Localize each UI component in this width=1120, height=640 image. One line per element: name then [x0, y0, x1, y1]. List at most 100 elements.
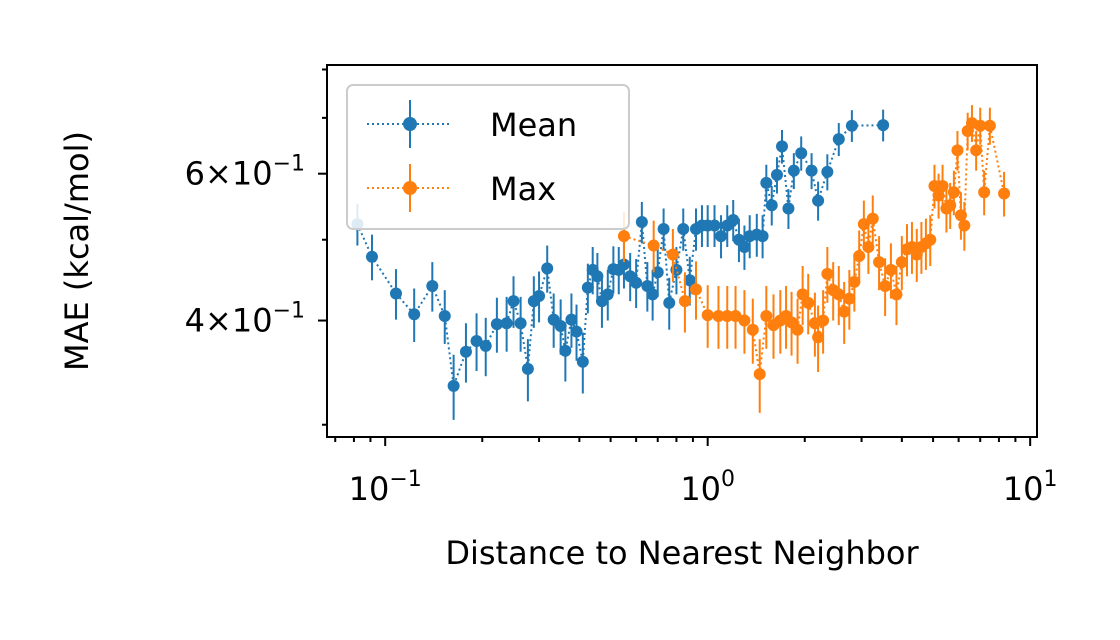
data-point [932, 189, 945, 202]
data-point [630, 276, 643, 289]
data-point [954, 209, 967, 222]
data-point [426, 280, 439, 293]
y-tick-label: 6×10−1 [185, 152, 305, 193]
data-point [459, 345, 472, 358]
data-point [559, 344, 572, 357]
data-point [787, 164, 800, 177]
legend-marker [403, 117, 417, 131]
data-point [760, 176, 773, 189]
y-axis-label: MAE (kcal/mol) [58, 131, 96, 371]
data-point [873, 256, 886, 269]
data-point [795, 147, 808, 160]
legend-box [346, 84, 630, 230]
data-point [895, 256, 908, 269]
data-point [817, 314, 830, 327]
series-mean [351, 109, 890, 420]
data-point [365, 250, 378, 263]
data-point [541, 262, 554, 275]
data-point [944, 199, 957, 212]
data-point [974, 119, 987, 132]
data-point [533, 290, 546, 303]
data-point [701, 309, 714, 322]
series-line [623, 120, 1006, 375]
data-point [663, 296, 676, 309]
data-point [447, 379, 460, 392]
data-point [998, 187, 1011, 200]
data-point [877, 119, 890, 132]
data-point [690, 283, 703, 296]
data-point [601, 288, 614, 301]
data-point [389, 287, 402, 300]
data-point [890, 288, 903, 301]
data-point [647, 239, 660, 252]
data-point [832, 288, 845, 301]
data-point [791, 323, 804, 336]
data-point [678, 295, 691, 308]
data-point [770, 168, 783, 181]
data-point [576, 355, 589, 368]
data-point [924, 233, 937, 246]
data-point [760, 310, 773, 323]
data-point [438, 310, 451, 323]
data-point [812, 194, 825, 207]
data-point [843, 292, 856, 305]
data-point [879, 280, 892, 293]
data-point [753, 368, 766, 381]
data-point [646, 288, 659, 301]
legend-label: Max [490, 170, 556, 208]
data-point [796, 288, 809, 301]
data-point [853, 250, 866, 263]
data-point [490, 318, 503, 331]
data-point [635, 216, 648, 229]
data-point [765, 199, 778, 212]
data-point [565, 313, 578, 326]
data-point [746, 323, 759, 336]
data-point [617, 230, 630, 243]
legend-marker [403, 181, 417, 195]
data-point [479, 339, 492, 352]
data-point [715, 230, 728, 243]
data-point [521, 362, 534, 375]
data-point [947, 186, 960, 199]
data-point [862, 241, 875, 254]
x-tick-label: 101 [1003, 467, 1058, 508]
data-point [408, 308, 421, 321]
data-point [821, 267, 834, 280]
legend: Mean Max [346, 84, 630, 230]
x-axis-label: Distance to Nearest Neighbor [445, 534, 919, 572]
data-point [970, 144, 983, 157]
x-tick-label: 10−1 [349, 467, 422, 508]
data-point [821, 165, 834, 178]
data-point [729, 310, 742, 323]
data-point [570, 325, 583, 338]
data-point [958, 219, 971, 232]
legend-label: Mean [490, 106, 577, 144]
data-point [775, 140, 788, 153]
data-point [738, 314, 751, 327]
x-tick-label: 100 [680, 467, 735, 508]
data-point [838, 305, 851, 318]
data-point [848, 275, 861, 288]
data-point [677, 223, 690, 236]
data-point [802, 296, 815, 309]
series-max [617, 105, 1011, 413]
data-point [657, 223, 670, 236]
data-point [500, 317, 513, 330]
data-point [470, 335, 483, 348]
plot-frame [326, 64, 1038, 438]
data-point [581, 281, 594, 294]
data-point [554, 320, 567, 333]
data-point [712, 310, 725, 323]
data-point [507, 295, 520, 308]
data-point [727, 213, 740, 226]
legend-item-mean: Mean [367, 100, 577, 148]
data-point [651, 266, 664, 279]
data-point [884, 263, 897, 276]
data-point [617, 258, 630, 271]
data-point [951, 144, 964, 157]
data-point [782, 202, 795, 215]
data-point [983, 119, 996, 132]
data-point [978, 186, 991, 199]
data-point [514, 317, 527, 330]
